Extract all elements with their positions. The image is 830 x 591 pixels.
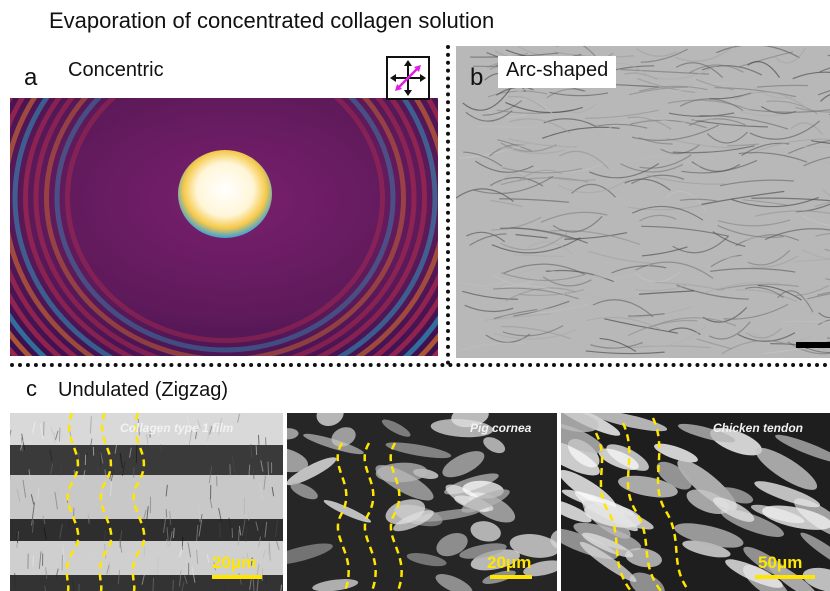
panel-b-image <box>456 46 830 358</box>
birefringent-spot <box>178 150 272 238</box>
crossed-polarizer-icon <box>386 56 430 100</box>
panel-a-label: Concentric <box>60 56 172 88</box>
panel-b-label: Arc-shaped <box>498 56 617 88</box>
subpanel-1-label: Collagen type 1 film <box>120 421 234 435</box>
subpanel-1-scale-label: 20μm <box>212 553 257 572</box>
zigzag-guide-lines <box>65 413 146 591</box>
zigzag-guide-lines <box>594 417 690 591</box>
panel-b-letter: b <box>470 64 484 91</box>
subpanel-3-scale-label: 50μm <box>758 553 803 572</box>
arc-shaped-texture <box>456 46 830 358</box>
subpanel-2-scalebar <box>490 575 532 579</box>
panel-b-scalebar <box>796 342 830 348</box>
panel-c-letter: c <box>26 376 37 401</box>
subpanel-2-label: Pig cornea <box>470 421 532 435</box>
subpanel-chicken-tendon <box>561 413 830 591</box>
subpanel-3-scalebar <box>755 575 815 579</box>
subpanel-pig-cornea <box>287 413 557 591</box>
panel-a-image <box>10 98 438 356</box>
subpanel-3-label: Chicken tendon <box>713 421 804 435</box>
horizontal-divider <box>10 363 828 367</box>
figure-title: Evaporation of concentrated collagen sol… <box>49 8 495 33</box>
vertical-divider <box>446 45 450 365</box>
subpanel-collagen-film <box>10 413 283 591</box>
subpanel-1-scalebar <box>212 575 262 579</box>
panel-a-letter: a <box>24 64 38 91</box>
zigzag-guide-lines <box>336 442 403 591</box>
subpanel-2-scale-label: 20μm <box>487 553 532 572</box>
panel-c-label: Undulated (Zigzag) <box>58 379 229 401</box>
concentric-pattern <box>10 98 438 356</box>
